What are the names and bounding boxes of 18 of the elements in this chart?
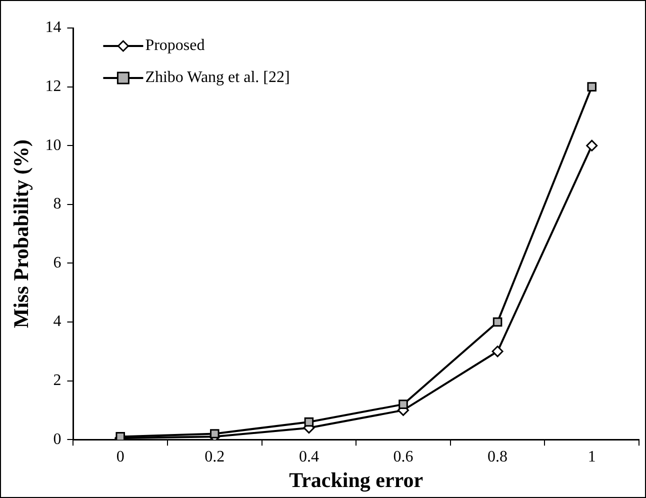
legend-label: Proposed xyxy=(145,37,205,54)
y-axis-title: Miss Probability (%) xyxy=(9,139,34,328)
x-tick-label: 0.2 xyxy=(204,448,225,466)
y-tick-label: 10 xyxy=(45,136,62,154)
x-axis-title: Tracking error xyxy=(289,468,424,492)
x-tick-label: 0.4 xyxy=(298,448,319,466)
y-tick-label: 0 xyxy=(53,430,62,448)
y-tick-label: 4 xyxy=(53,313,62,330)
y-tick-label: 6 xyxy=(53,254,62,272)
x-tick-label: 0.6 xyxy=(393,448,414,466)
x-tick-label: 0 xyxy=(116,448,124,466)
y-tick-label: 2 xyxy=(53,372,62,390)
y-tick-label: 8 xyxy=(53,196,62,213)
x-tick-label: 1 xyxy=(588,448,596,466)
x-tick-label: 0.8 xyxy=(488,448,508,466)
legend-label: Zhibo Wang et al. [22] xyxy=(145,69,290,86)
y-tick-label: 14 xyxy=(45,19,62,36)
y-tick-label: 12 xyxy=(45,78,62,96)
